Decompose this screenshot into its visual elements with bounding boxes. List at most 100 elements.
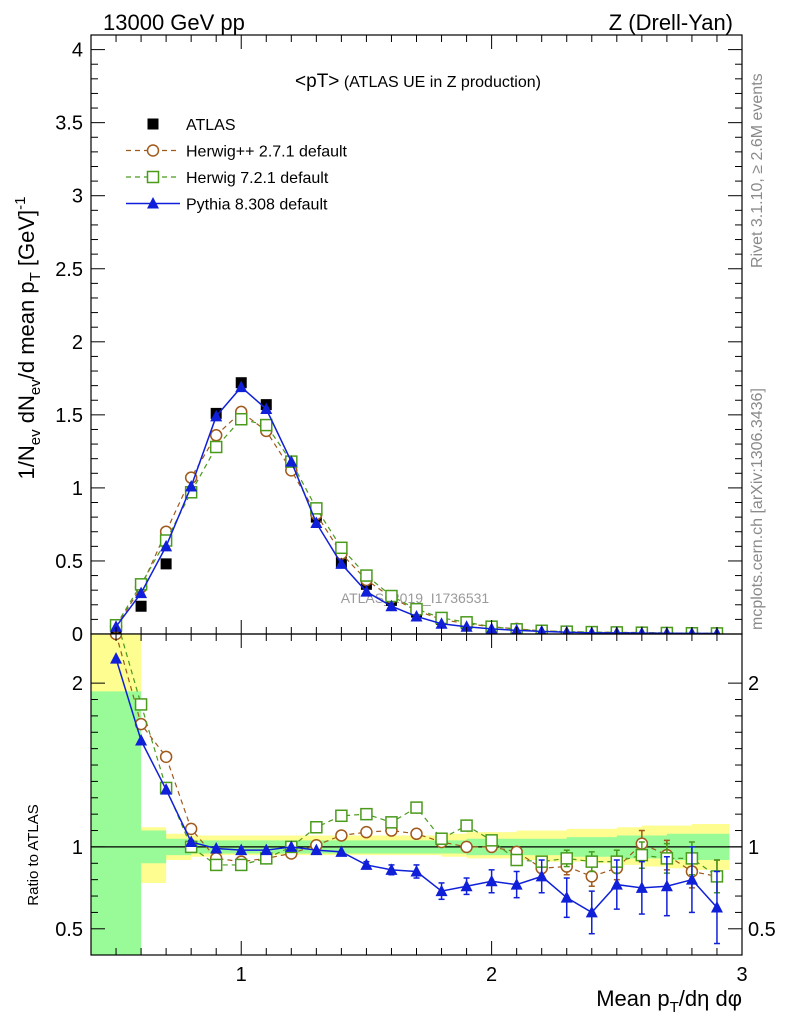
- ratio-point: [710, 901, 723, 913]
- ratio-point: [110, 652, 123, 664]
- ratio-point: [285, 840, 298, 852]
- legend-marker: [146, 144, 160, 157]
- plot-title: <pT> (ATLAS UE in Z production): [295, 71, 541, 92]
- ratio-point: [310, 843, 323, 856]
- ratio-point: [560, 852, 573, 865]
- svg-text:1/Nev dNev/d mean pT [GeV]-1: 1/Nev dNev/d mean pT [GeV]-1: [12, 197, 44, 480]
- y-tick-label: 3.5: [55, 113, 83, 135]
- header-left: 13000 GeV pp: [103, 10, 245, 35]
- ratio-plot: 0.5 0.5 1 1 2 2 1 2 3: [55, 633, 776, 986]
- legend-marker: [147, 197, 159, 209]
- legend-label: ATLAS: [186, 117, 236, 134]
- x-axis-title: Mean pT/dη dφ: [596, 986, 742, 1016]
- ratio-point: [635, 848, 649, 862]
- ratio-point: [360, 825, 373, 839]
- ratio-point: [135, 733, 148, 746]
- upper-point: [260, 402, 273, 415]
- ratio-point: [260, 843, 273, 856]
- ratio-point: [410, 864, 423, 877]
- ratio-point: [410, 827, 423, 841]
- y-tick-label: 4: [72, 40, 83, 62]
- legend-label: Herwig 7.2.1 default: [186, 170, 329, 187]
- upper-point: [235, 380, 248, 393]
- y-tick-label: 2: [72, 332, 83, 354]
- x-tick-label: 2: [486, 964, 497, 986]
- upper-point: [260, 418, 273, 432]
- ratio-point: [585, 870, 599, 883]
- ratio-point: [485, 834, 498, 847]
- upper-point: [160, 558, 172, 570]
- upper-point: [135, 586, 148, 599]
- ratio-series-2: [110, 652, 723, 945]
- y-tick-label: 1.5: [55, 405, 83, 427]
- ratio-point: [460, 879, 473, 892]
- upper-point: [385, 599, 398, 612]
- ratio-point: [360, 807, 373, 821]
- ratio-point: [209, 858, 223, 872]
- ratio-point: [360, 858, 373, 870]
- legend-entry: ATLAS: [147, 117, 236, 134]
- header-right: Z (Drell-Yan): [609, 10, 733, 35]
- ratio-point: [485, 874, 498, 887]
- legend-marker: [147, 118, 159, 130]
- upper-point: [360, 569, 373, 582]
- ratio-point: [610, 878, 623, 890]
- ratio-point: [560, 891, 573, 903]
- ratio-point: [510, 853, 523, 867]
- green-band: [91, 691, 730, 955]
- legend-entry: Herwig++ 2.7.1 default: [126, 144, 348, 161]
- legend-entry: Pythia 8.308 default: [126, 197, 328, 214]
- upper-point: [110, 620, 123, 632]
- yellow-band: [91, 634, 730, 955]
- ratio-point: [535, 869, 548, 882]
- ratio-point: [235, 843, 248, 856]
- ratio-point: [585, 855, 599, 868]
- upper-point: [285, 455, 298, 467]
- upper-point: [210, 409, 223, 422]
- ratio-point: [310, 821, 323, 834]
- ratio-y-tick-label: 2: [72, 673, 83, 695]
- upper-point: [135, 600, 147, 612]
- lower-y-axis-title: Ratio to ATLAS: [25, 804, 42, 905]
- ratio-point: [385, 863, 398, 875]
- upper-point: [360, 585, 373, 597]
- y-tick-label: 2.5: [55, 259, 83, 281]
- ratio-point: [159, 750, 173, 764]
- legend-label: Pythia 8.308 default: [186, 197, 328, 214]
- ratio-point: [585, 905, 598, 918]
- y-tick-label: 3: [72, 186, 83, 208]
- ratio-point: [335, 845, 348, 857]
- upper-point: [185, 479, 198, 492]
- y-tick-label: 0: [72, 624, 83, 646]
- y-tick-label: 1: [72, 478, 83, 500]
- ratio-y-tick-label-right: 0.5: [748, 919, 776, 941]
- ratio-point: [435, 884, 448, 897]
- upper-point: [410, 609, 423, 622]
- ratio-point: [660, 879, 673, 892]
- y-tick-label: 0.5: [55, 551, 83, 573]
- ratio-point: [234, 858, 248, 872]
- upper-point: [310, 516, 323, 528]
- ratio-point: [435, 832, 448, 845]
- ratio-point: [335, 809, 348, 823]
- upper-plot: 0 0.5 1 1.5 2 2.5 3 3.5 4: [55, 34, 743, 646]
- watermark: ATLAS_2019_I1736531: [341, 590, 490, 606]
- upper-point: [209, 440, 223, 454]
- upper-y-axis-title: 1/Nev dNev/d mean pT [GeV]-1: [12, 197, 44, 480]
- ratio-y-tick-label-right: 1: [748, 837, 759, 859]
- x-tick-label: 1: [236, 964, 247, 986]
- ratio-y-tick-label: 1: [72, 837, 83, 859]
- uncertainty-bands: [91, 634, 730, 955]
- ratio-point: [460, 840, 473, 854]
- upper-point: [209, 429, 223, 442]
- legend-entry: Herwig 7.2.1 default: [126, 170, 329, 187]
- ratio-point: [210, 842, 223, 854]
- upper-point: [435, 617, 448, 629]
- ratio-y-tick-label-right: 2: [748, 673, 759, 695]
- upper-point: [234, 412, 248, 426]
- ratio-point: [185, 835, 198, 847]
- upper-point: [460, 620, 473, 632]
- ratio-point: [635, 881, 648, 893]
- upper-point: [160, 539, 173, 552]
- ratio-point: [460, 819, 473, 832]
